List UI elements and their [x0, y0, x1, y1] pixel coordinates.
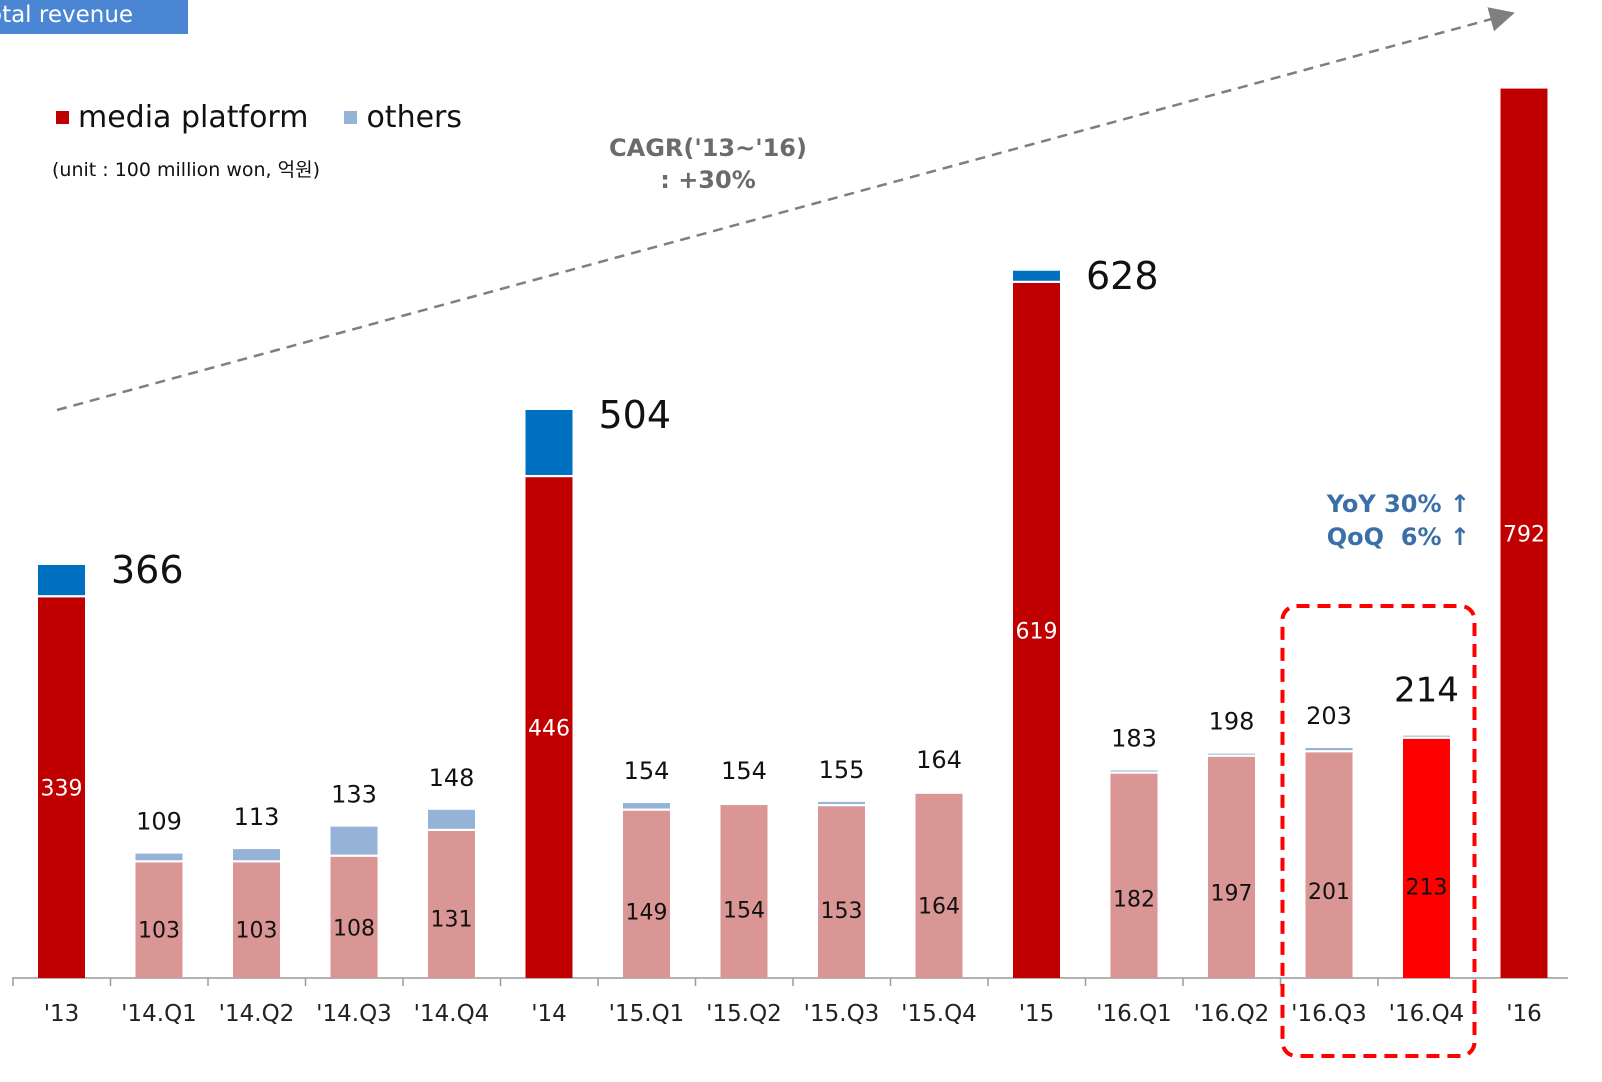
- legend-swatch-media-platform: [56, 111, 69, 124]
- legend-item-media-platform: media platform: [56, 100, 308, 135]
- data-label-total: 148: [429, 764, 475, 792]
- unit-note: (unit : 100 million won, 억원): [52, 159, 320, 181]
- bar-media-platform: [623, 810, 670, 978]
- bar-media-platform: [428, 830, 475, 978]
- bar-media-platform: [1500, 88, 1548, 979]
- x-tick-label: '16.Q1: [1096, 1001, 1172, 1027]
- bar-others: [428, 809, 475, 829]
- x-tick-label: '15.Q2: [706, 1001, 782, 1027]
- bar-media-platform: [1403, 738, 1450, 978]
- bar-media-platform: [1208, 756, 1255, 978]
- qoq-growth: QoQ 6% ↑: [1326, 523, 1470, 551]
- x-tick-label: '16.Q4: [1389, 1001, 1465, 1027]
- data-label-media-platform: 149: [626, 900, 668, 925]
- bar-others: [525, 410, 573, 476]
- bar-media-platform: [525, 477, 573, 978]
- x-tick-label: '14: [531, 1001, 567, 1027]
- revenue-chart: 339 366 '13 103 109 '14.Q1 103 113 '14.Q2 108 133 '…: [12, 7, 1568, 1058]
- legend-label-media-platform: media platform: [78, 100, 309, 135]
- data-label-media-platform: 154: [723, 898, 765, 923]
- bar-others: [38, 564, 85, 596]
- bar-others: [1013, 270, 1060, 281]
- data-label-media-platform: 182: [1113, 887, 1155, 912]
- data-label-total: 203: [1306, 702, 1352, 730]
- data-label-media-platform: 619: [1016, 619, 1058, 644]
- x-tick-label: '16: [1506, 1001, 1542, 1027]
- bar-others: [1208, 753, 1255, 755]
- data-label-total: 183: [1111, 724, 1157, 752]
- data-label-media-platform: 103: [138, 919, 180, 944]
- data-label-total: 155: [819, 756, 865, 784]
- data-label-total: 504: [599, 393, 672, 437]
- cagr-trend-arrow: [56, 7, 1515, 412]
- bar-others: [330, 826, 378, 855]
- bar-media-platform: [915, 793, 963, 978]
- bar-media-platform: [135, 862, 183, 978]
- bar-media-platform: [330, 856, 378, 978]
- data-label-media-platform: 446: [528, 717, 570, 742]
- bar-others: [135, 853, 183, 861]
- data-label-media-platform: 201: [1308, 880, 1350, 905]
- data-label-media-platform: 213: [1406, 875, 1448, 900]
- x-tick-label: '15.Q3: [804, 1001, 880, 1027]
- data-label-total: 133: [331, 781, 377, 809]
- x-tick-label: '14.Q2: [219, 1001, 295, 1027]
- bar-media-platform: [818, 806, 865, 978]
- chart-title-text: otal revenue: [0, 2, 134, 28]
- legend-item-others: others: [344, 100, 462, 135]
- bar-media-platform: [720, 805, 768, 978]
- legend-swatch-others: [344, 111, 358, 124]
- x-tick-label: '15.Q4: [901, 1001, 977, 1027]
- x-tick-label: '14.Q1: [121, 1001, 197, 1027]
- bar-media-platform: [1305, 752, 1353, 978]
- cagr-line-2: : +30%: [660, 166, 756, 194]
- bar-media-platform: [1110, 773, 1158, 978]
- x-tick-label: '14.Q4: [414, 1001, 490, 1027]
- legend: media platform others: [56, 100, 498, 135]
- data-label-total: 113: [234, 803, 280, 831]
- data-label-total: 109: [136, 808, 182, 836]
- yoy-growth: YoY 30% ↑: [1326, 490, 1470, 518]
- data-label-media-platform: 153: [821, 899, 863, 924]
- cagr-line-1: CAGR('13~'16): [609, 134, 807, 162]
- x-tick-label: '16.Q2: [1194, 1001, 1270, 1027]
- data-label-media-platform: 339: [41, 777, 83, 802]
- data-label-total: 366: [111, 548, 184, 592]
- bar-others: [623, 803, 670, 809]
- data-label-media-platform: 131: [431, 908, 473, 933]
- bar-media-platform: [1013, 282, 1060, 978]
- cagr-annotation: CAGR('13~'16) : +30%: [598, 132, 818, 196]
- data-label-total: 164: [916, 746, 962, 774]
- data-label-total: 628: [1086, 254, 1159, 298]
- x-tick-label: '14.Q3: [316, 1001, 392, 1027]
- data-label-media-platform: 103: [236, 919, 278, 944]
- chart-title: otal revenue: [0, 0, 188, 34]
- data-label-media-platform: 164: [918, 895, 960, 920]
- x-tick-label: '15.Q1: [609, 1001, 685, 1027]
- legend-label-others: others: [366, 100, 463, 135]
- bar-others: [1110, 770, 1158, 772]
- growth-annotation: YoY 30% ↑ QoQ 6% ↑: [1290, 488, 1470, 554]
- bar-others: [1403, 735, 1450, 737]
- bar-others: [233, 849, 280, 861]
- data-label-total: 154: [624, 757, 670, 785]
- data-label-total: 214: [1394, 671, 1459, 711]
- bar-others: [818, 801, 865, 805]
- x-tick-label: '13: [44, 1001, 80, 1027]
- data-label-media-platform: 792: [1503, 522, 1545, 547]
- bar-others: [1305, 748, 1353, 751]
- x-tick-label: '15: [1019, 1001, 1055, 1027]
- bar-media-platform: [233, 862, 280, 978]
- data-label-media-platform: 108: [333, 917, 375, 942]
- x-tick-label: '16.Q3: [1291, 1001, 1367, 1027]
- data-label-media-platform: 197: [1211, 882, 1253, 907]
- bar-media-platform: [38, 597, 85, 978]
- data-label-total: 154: [721, 757, 767, 785]
- data-label-total: 198: [1209, 708, 1255, 736]
